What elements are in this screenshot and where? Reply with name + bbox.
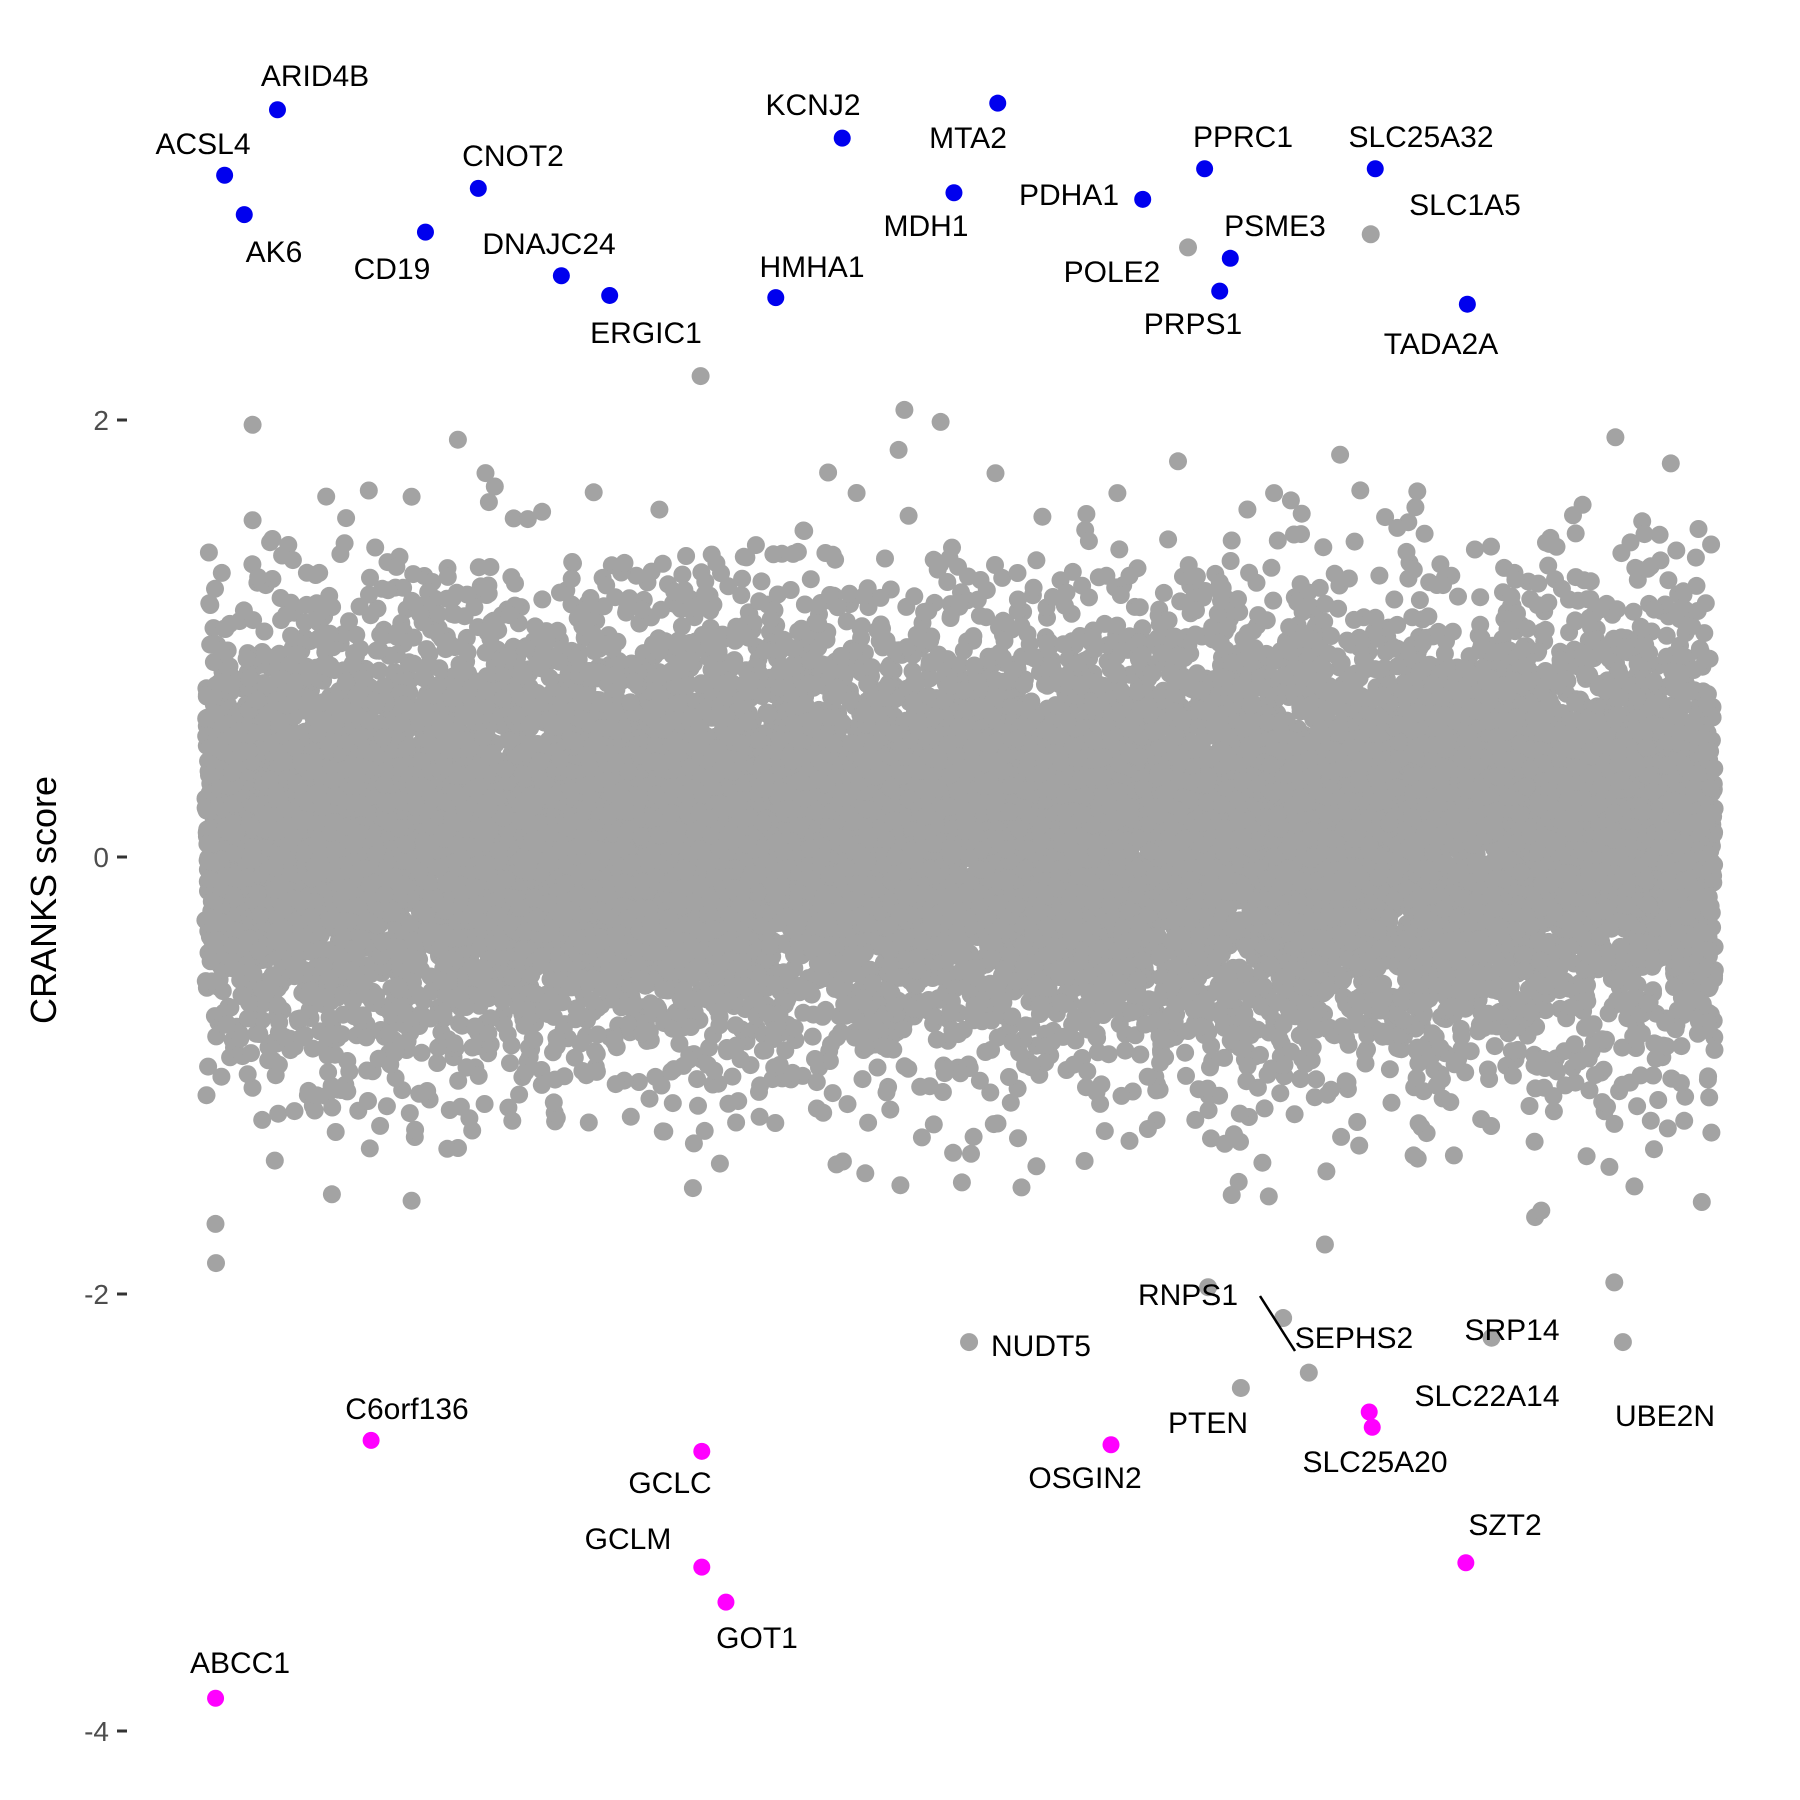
background-point (752, 572, 771, 591)
background-points (196, 225, 1724, 1397)
background-point (272, 611, 291, 630)
background-point (1075, 1152, 1094, 1170)
background-point (766, 1114, 785, 1132)
background-point (856, 1164, 875, 1183)
background-point (1672, 1037, 1691, 1056)
background-point (212, 563, 231, 582)
background-point (673, 565, 692, 584)
background-point (868, 1058, 887, 1077)
background-point (944, 1143, 963, 1162)
background-point (319, 1063, 338, 1082)
background-point (412, 1043, 431, 1062)
background-point (255, 622, 274, 641)
background-point (1202, 1129, 1220, 1148)
background-point (1264, 591, 1283, 610)
background-point (359, 481, 378, 500)
background-point (964, 1127, 983, 1146)
background-point (938, 573, 957, 591)
background-point (326, 1123, 345, 1141)
background-point (332, 1025, 351, 1044)
background-point (475, 1095, 494, 1113)
background-point (532, 1061, 551, 1079)
background-point (1186, 1110, 1205, 1129)
background-point (510, 1085, 529, 1104)
background-point (1350, 1136, 1369, 1155)
background-point (895, 400, 914, 419)
background-point (1370, 566, 1389, 585)
background-point (1317, 1162, 1336, 1181)
background-point (795, 595, 814, 614)
background-point (1215, 1048, 1234, 1067)
background-point (1624, 602, 1643, 621)
background-point (430, 659, 449, 678)
background-point (1271, 1084, 1290, 1103)
background-point (746, 536, 765, 555)
background-point (1675, 1111, 1694, 1130)
background-point (891, 1176, 910, 1195)
background-point (207, 1254, 225, 1273)
background-point (853, 1070, 872, 1089)
background-point (1199, 1278, 1218, 1297)
background-point (1702, 1123, 1721, 1142)
background-point (1281, 491, 1300, 510)
background-point (1658, 1119, 1677, 1138)
background-point (1315, 1235, 1334, 1254)
background-point (1649, 1091, 1668, 1109)
background-point (1077, 505, 1096, 523)
background-point (1262, 558, 1281, 577)
background-point (1080, 588, 1098, 607)
background-point (695, 1121, 714, 1140)
background-point (1692, 1193, 1711, 1211)
background-point (1415, 524, 1434, 543)
background-point (1644, 1066, 1663, 1085)
background-point (1198, 1079, 1217, 1098)
background-point (801, 570, 820, 589)
background-point (1176, 1043, 1195, 1062)
background-point (663, 1094, 682, 1113)
background-point (402, 1191, 421, 1210)
background-point (827, 1155, 846, 1174)
background-point (1650, 525, 1669, 544)
background-point (1365, 623, 1383, 641)
background-point (1667, 541, 1686, 560)
background-point (1676, 1087, 1695, 1106)
background-point (1027, 1157, 1046, 1176)
background-point (1351, 481, 1370, 500)
background-point (629, 1073, 648, 1091)
background-point (1259, 1187, 1278, 1206)
background-point (819, 463, 838, 482)
background-point (1332, 1127, 1351, 1146)
background-point (370, 661, 389, 680)
background-point (428, 1054, 447, 1072)
background-point (1465, 540, 1484, 559)
background-point (1485, 1037, 1504, 1056)
background-point (1376, 508, 1395, 527)
background-point (1419, 607, 1438, 626)
background-point (1532, 1201, 1551, 1220)
background-point (377, 1097, 396, 1116)
